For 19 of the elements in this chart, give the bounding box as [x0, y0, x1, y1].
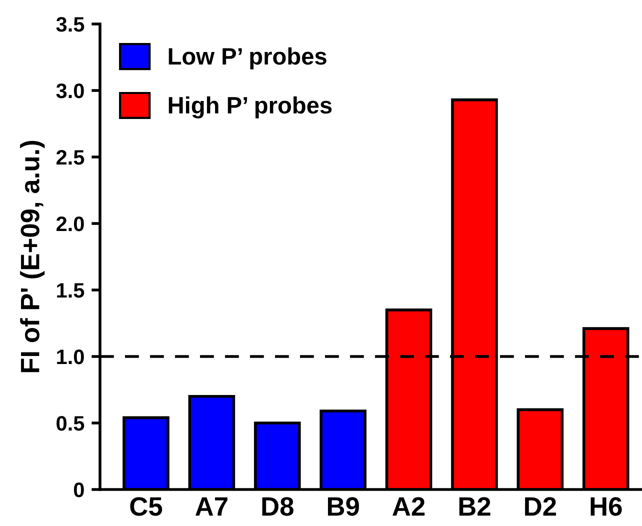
- y-axis-title: FI of P' (E+09, a.u.): [20, 140, 45, 372]
- y-tick-label: 1.0: [57, 350, 84, 364]
- legend-label: Low P’ probes: [168, 47, 326, 70]
- y-tick-label: 0: [74, 482, 84, 498]
- x-tick-label: D2: [525, 497, 556, 516]
- x-tick-label: A2: [392, 497, 425, 516]
- y-tick-label: 0.5: [56, 416, 84, 431]
- y-tick-label: 2.5: [56, 150, 84, 165]
- x-tick-label: C5: [130, 497, 162, 516]
- x-tick-label: A7: [195, 497, 228, 516]
- x-tick-label: H6: [590, 497, 622, 516]
- y-tick-label: 3.0: [56, 84, 84, 98]
- y-tick-label: 2.0: [56, 216, 84, 232]
- y-tick-label: 1.5: [57, 283, 84, 298]
- y-tick-label: 3.5: [56, 17, 84, 32]
- x-tick-label: B2: [459, 497, 490, 516]
- legend-label: High P’ probes: [168, 96, 332, 118]
- x-tick-label: B9: [328, 497, 359, 516]
- x-tick-label: D8: [262, 497, 294, 516]
